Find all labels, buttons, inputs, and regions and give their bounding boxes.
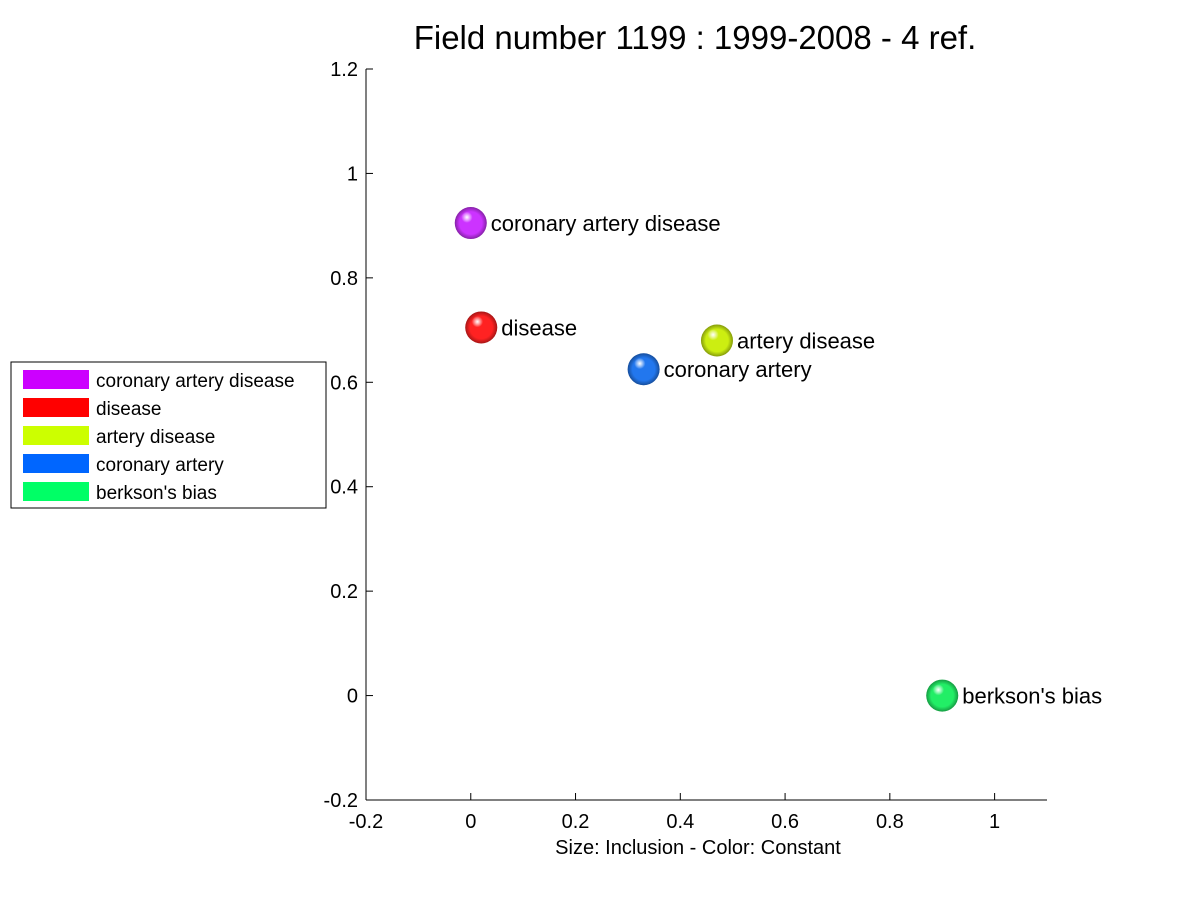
legend-label: coronary artery disease <box>96 371 295 392</box>
x-tick-label: -0.2 <box>349 811 383 833</box>
axes: -0.2 0 0.2 0.4 0.6 0.8 1 -0.2 0 0.2 0.4 0.6 0.8 1 1.2 <box>324 59 1047 833</box>
data-point-shading <box>454 207 487 240</box>
data-points: coronary artery disease disease artery dis… <box>454 207 1102 712</box>
y-tick-label: 0.2 <box>330 581 358 603</box>
x-axis-label: Size: Inclusion - Color: Constant <box>555 837 841 859</box>
legend: coronary artery disease disease artery dis… <box>10 361 327 509</box>
y-tick-label: 0.6 <box>330 372 358 394</box>
data-point-label: artery disease <box>737 329 875 354</box>
legend-swatch <box>23 482 89 501</box>
data-point-shading <box>700 324 733 357</box>
legend-swatch <box>23 398 89 417</box>
y-tick-label: 1 <box>347 163 358 185</box>
legend-label: disease <box>96 399 162 420</box>
data-point-label: coronary artery disease <box>491 211 721 236</box>
data-point-label: berkson's bias <box>962 684 1102 709</box>
x-tick-label: 1 <box>989 811 1000 833</box>
data-point-shading <box>465 311 498 344</box>
x-tick-label: 0.2 <box>562 811 590 833</box>
data-point-shading <box>926 679 959 712</box>
x-tick-label: 0 <box>465 811 476 833</box>
data-point-label: disease <box>501 315 577 340</box>
legend-swatch <box>23 426 89 445</box>
y-tick-label: -0.2 <box>324 790 358 812</box>
legend-label: coronary artery <box>96 455 224 476</box>
x-tick-label: 0.6 <box>771 811 799 833</box>
legend-label: berkson's bias <box>96 483 217 504</box>
data-point-label: coronary artery <box>664 357 812 382</box>
chart-title: Field number 1199 : 1999-2008 - 4 ref. <box>414 19 977 56</box>
legend-label: artery disease <box>96 427 215 448</box>
x-tick-label: 0.4 <box>666 811 694 833</box>
data-point-shading <box>627 353 660 386</box>
x-tick-label: 0.8 <box>876 811 904 833</box>
legend-swatch <box>23 454 89 473</box>
legend-swatch <box>23 370 89 389</box>
y-tick-label: 1.2 <box>330 59 358 81</box>
y-tick-label: 0.8 <box>330 268 358 290</box>
y-tick-label: 0.4 <box>330 477 358 499</box>
y-tick-label: 0 <box>347 686 358 708</box>
